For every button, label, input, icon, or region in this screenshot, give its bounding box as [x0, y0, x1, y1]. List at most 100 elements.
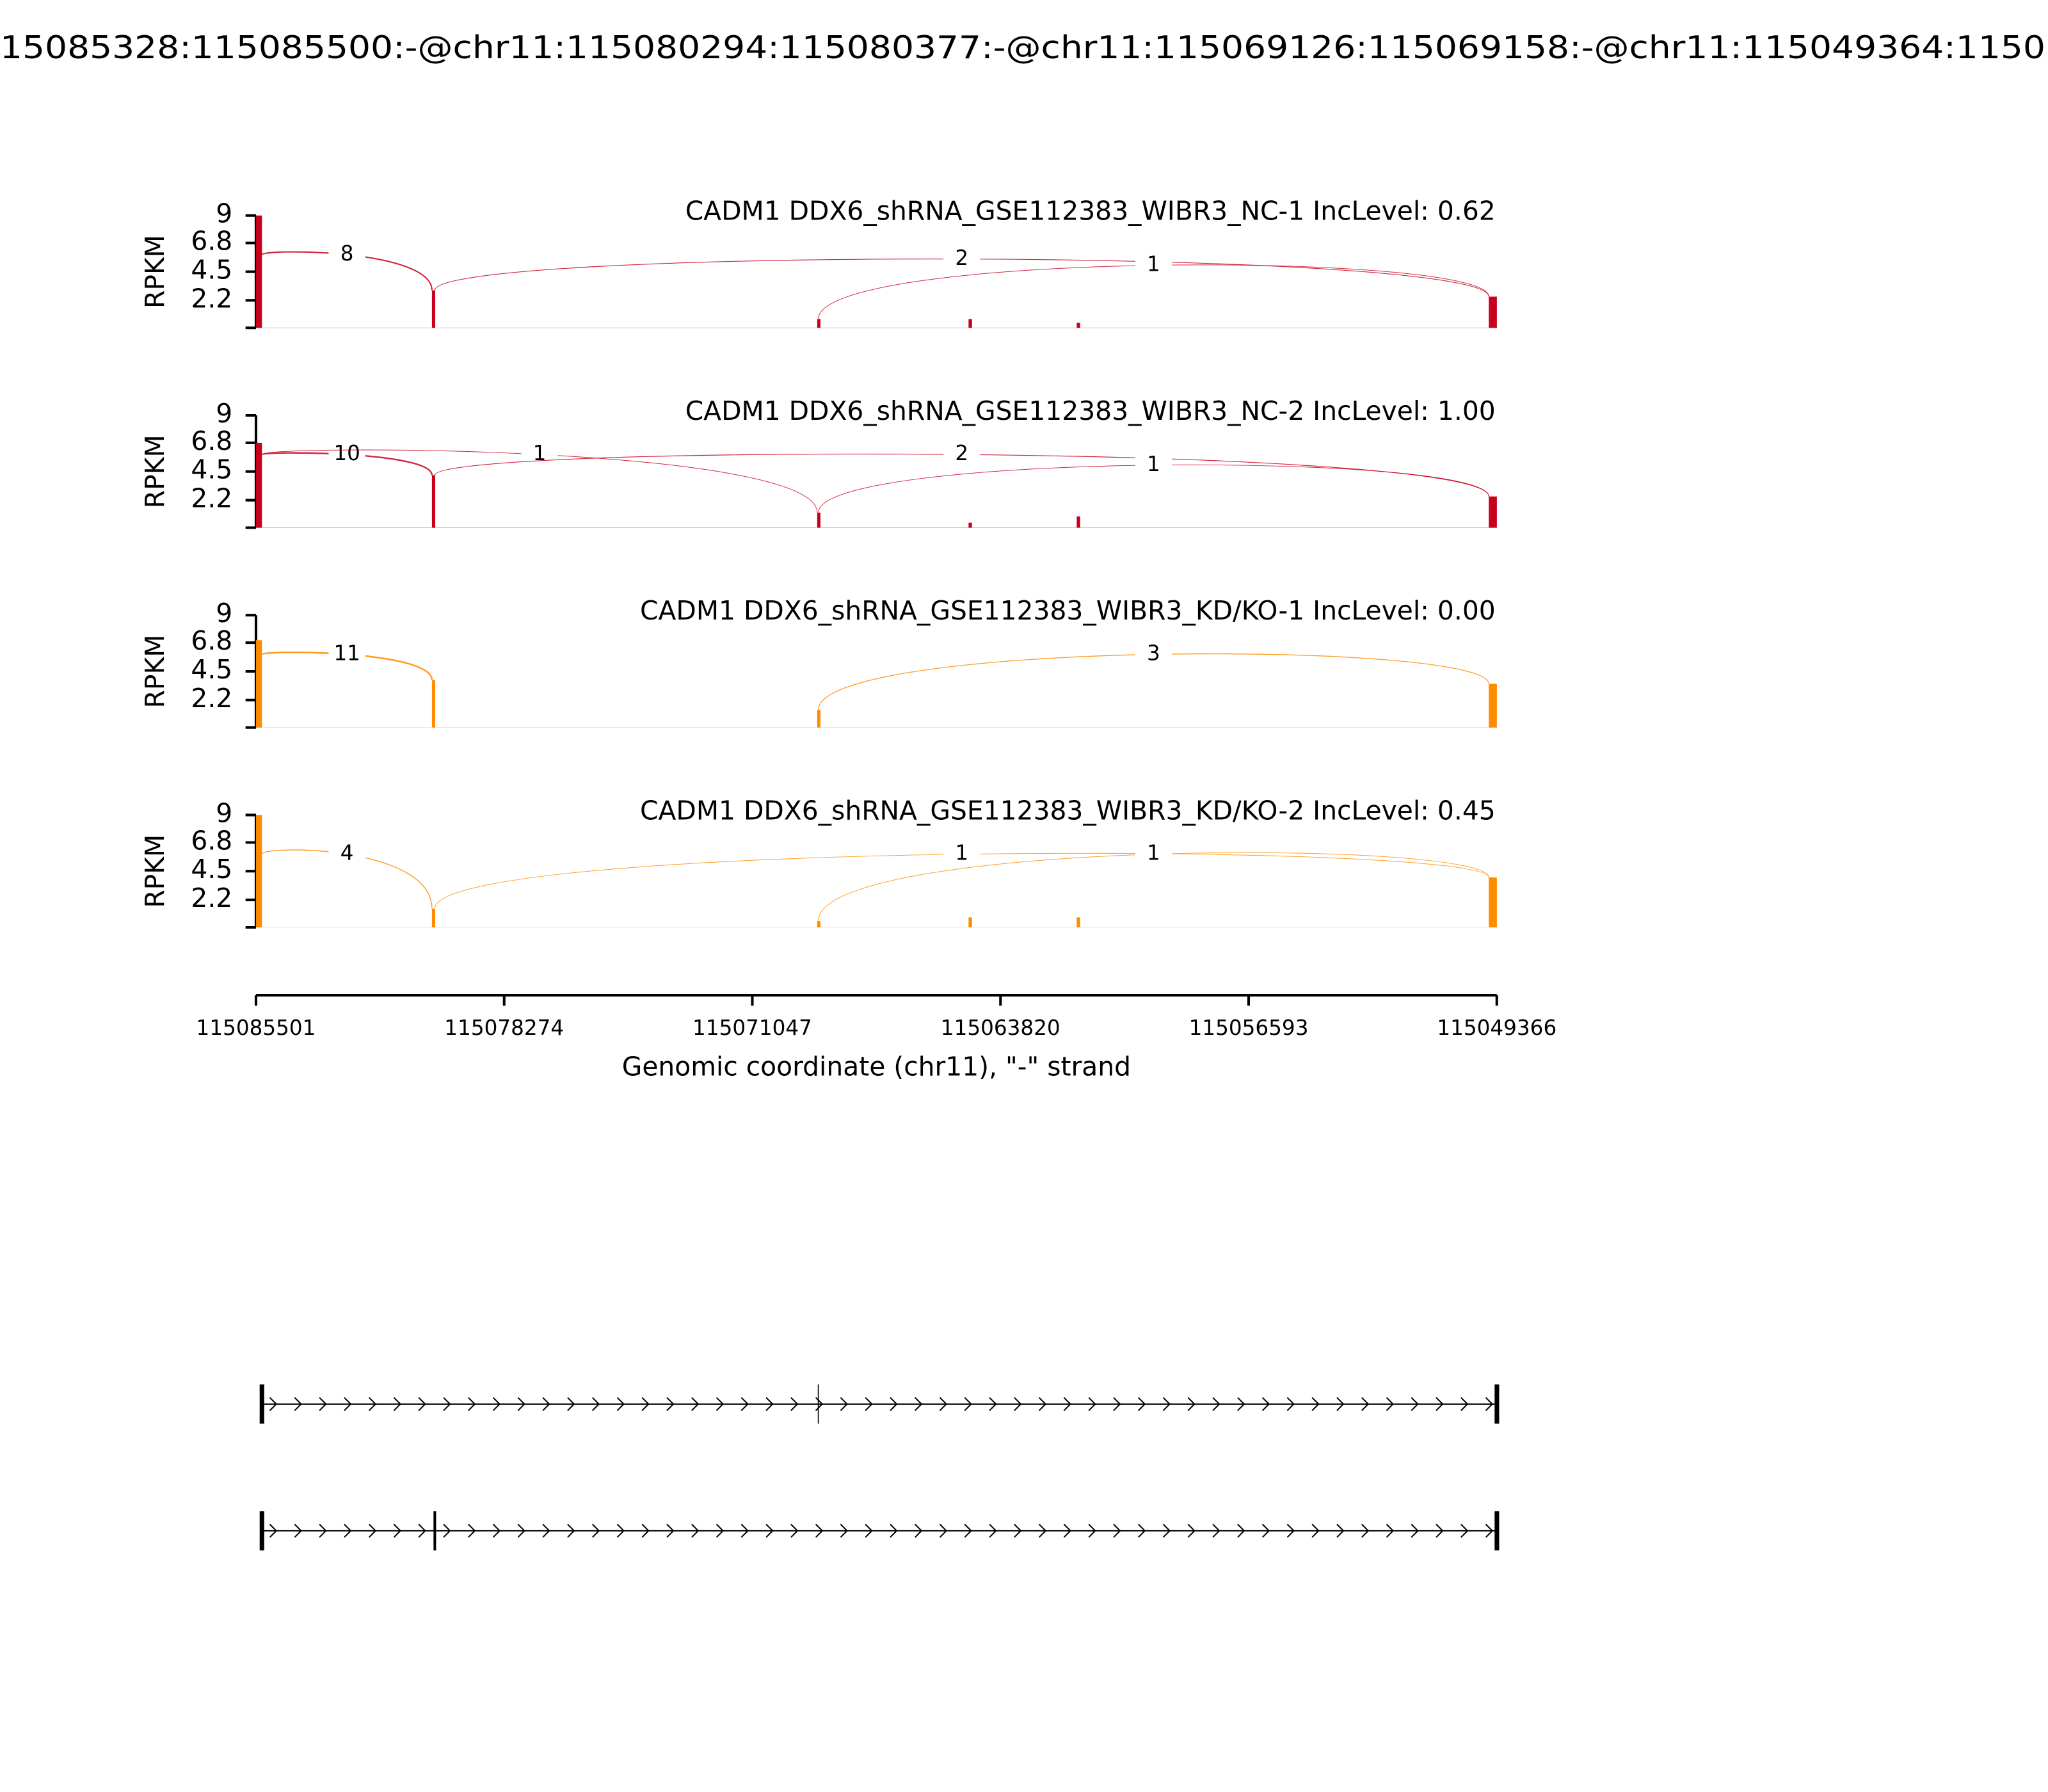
x-axis-label: Genomic coordinate (chr11), "-" strand: [622, 1051, 1131, 1082]
strand-arrow: [418, 1523, 426, 1538]
strand-arrow: [865, 1523, 873, 1538]
strand-arrow: [368, 1523, 377, 1538]
strand-arrow: [716, 1396, 724, 1411]
strand-arrow: [641, 1523, 650, 1538]
exon: [1494, 1511, 1500, 1551]
junction-label-bg: [1135, 841, 1172, 868]
junction-count: 3: [1147, 641, 1160, 665]
junction-label-bg: [1135, 641, 1172, 668]
exon: [433, 1511, 436, 1551]
y-tick-label: 4.5: [191, 654, 232, 685]
coverage-bar: [817, 921, 820, 927]
x-tick-label: 115085501: [196, 1016, 316, 1040]
strand-arrow: [492, 1396, 501, 1411]
coverage-bar: [1076, 323, 1080, 328]
strand-arrow: [890, 1523, 898, 1538]
strand-arrow: [1336, 1523, 1345, 1538]
y-tick-label: 4.5: [191, 854, 232, 884]
junction-label-bg: [328, 641, 365, 668]
strand-arrow: [1311, 1523, 1320, 1538]
x-tick-label: 115078274: [444, 1016, 564, 1040]
y-axis-label: RPKM: [140, 635, 170, 708]
y-tick-label: 9: [216, 398, 232, 429]
y-tick-label: 6.8: [191, 625, 232, 656]
coverage-bar: [1489, 684, 1497, 728]
coverage-bar: [431, 475, 436, 528]
strand-arrow: [989, 1523, 997, 1538]
coverage-bar: [256, 640, 262, 728]
panel-label: CADM1 DDX6_shRNA_GSE112383_WIBR3_NC-2 In…: [685, 396, 1496, 426]
strand-arrow: [840, 1396, 849, 1411]
y-tick-label: 6.8: [191, 426, 232, 456]
strand-arrow: [641, 1396, 650, 1411]
coverage-bar: [968, 917, 972, 927]
strand-arrow: [319, 1523, 327, 1538]
strand-arrow: [1038, 1396, 1047, 1411]
panel-label: CADM1 DDX6_shRNA_GSE112383_WIBR3_NC-1 In…: [685, 196, 1496, 227]
coverage-bar: [1489, 877, 1497, 927]
x-tick-label: 115049366: [1437, 1016, 1556, 1040]
strand-arrow: [865, 1396, 873, 1411]
x-tick-label: 115056593: [1189, 1016, 1309, 1040]
strand-arrow: [964, 1396, 972, 1411]
junction-label-bg: [521, 441, 558, 468]
y-tick-label: 4.5: [191, 454, 232, 485]
strand-arrow: [1162, 1523, 1171, 1538]
y-tick-label: 9: [216, 797, 232, 828]
exon: [259, 1384, 264, 1424]
strand-arrow: [914, 1396, 923, 1411]
strand-arrow: [1361, 1523, 1370, 1538]
junction-label-bg: [943, 441, 980, 468]
y-tick-label: 2.2: [191, 883, 232, 913]
strand-arrow: [344, 1523, 352, 1538]
strand-arrow: [716, 1523, 724, 1538]
coverage-bar: [817, 513, 820, 528]
strand-arrow: [1187, 1396, 1196, 1411]
junction-count: 8: [340, 241, 354, 266]
panel-label: CADM1 DDX6_shRNA_GSE112383_WIBR3_KD/KO-1…: [640, 595, 1496, 626]
strand-arrow: [1386, 1523, 1395, 1538]
chart-title: 15085328:115085500:-@chr11:115080294:115…: [0, 29, 2045, 66]
junction-count: 1: [1147, 841, 1160, 865]
strand-arrow: [616, 1396, 625, 1411]
strand-arrow: [1261, 1396, 1270, 1411]
exon: [817, 1384, 819, 1424]
strand-arrow: [1485, 1523, 1494, 1538]
strand-arrow: [740, 1523, 749, 1538]
strand-arrow: [939, 1523, 948, 1538]
strand-arrow: [1411, 1396, 1419, 1411]
strand-arrow: [1361, 1396, 1370, 1411]
strand-arrow: [666, 1523, 675, 1538]
coverage-bar: [256, 442, 262, 528]
strand-arrow: [1063, 1396, 1071, 1411]
junction-count: 11: [333, 641, 360, 665]
coverage-bar: [1076, 917, 1080, 927]
y-tick-label: 4.5: [191, 254, 232, 285]
strand-arrow: [1311, 1396, 1320, 1411]
strand-arrow: [1113, 1523, 1121, 1538]
coverage-bar: [1076, 516, 1080, 528]
coverage-bar: [1489, 296, 1497, 328]
strand-arrow: [1386, 1396, 1395, 1411]
strand-arrow: [964, 1523, 972, 1538]
strand-arrow: [616, 1523, 625, 1538]
strand-arrow: [591, 1396, 600, 1411]
y-axis-label: RPKM: [140, 835, 170, 908]
strand-arrow: [294, 1396, 302, 1411]
junction-label-bg: [328, 841, 365, 868]
strand-arrow: [1261, 1523, 1270, 1538]
coverage-bar: [431, 680, 436, 728]
strand-arrow: [1187, 1523, 1196, 1538]
y-tick-label: 2.2: [191, 683, 232, 714]
junction-label-bg: [328, 241, 365, 268]
junction-label-bg: [943, 246, 980, 273]
strand-arrow: [890, 1396, 898, 1411]
strand-arrow: [567, 1523, 575, 1538]
strand-arrow: [1436, 1396, 1444, 1411]
strand-arrow: [790, 1396, 799, 1411]
y-axis-label: RPKM: [140, 235, 170, 308]
exon: [259, 1511, 264, 1551]
strand-arrow: [443, 1396, 451, 1411]
